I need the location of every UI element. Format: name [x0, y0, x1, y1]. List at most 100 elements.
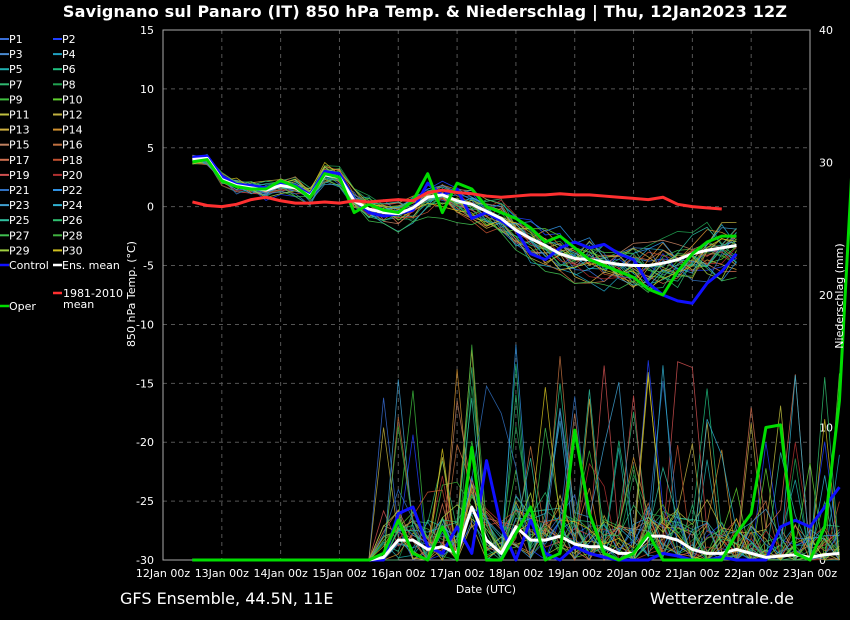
legend-label: P23: [9, 199, 30, 212]
legend-label: P8: [62, 78, 76, 91]
legend-item: P5: [0, 63, 23, 76]
legend-item: P7: [0, 78, 23, 91]
legend-item: P22: [53, 184, 83, 197]
legend-item: P23: [0, 199, 30, 212]
legend-label: P6: [62, 63, 76, 76]
legend-item: P3: [0, 48, 23, 61]
x-tick-label: 12Jan 00z: [136, 567, 190, 580]
legend-item: Control: [0, 259, 49, 272]
x-tick-label: 13Jan 00z: [195, 567, 249, 580]
y-tick-label: 5: [147, 142, 154, 155]
legend-label: P18: [62, 154, 83, 167]
y2-tick-label: 0: [819, 554, 826, 567]
footer-site-name: Wetterzentrale.de: [649, 589, 794, 608]
member-temp-line: [192, 157, 737, 280]
legend-label: P5: [9, 63, 23, 76]
x-tick-label: 16Jan 00z: [371, 567, 425, 580]
legend-label: P11: [9, 109, 30, 122]
y-tick-label: 15: [140, 24, 154, 37]
legend-label: P4: [62, 48, 76, 61]
x-tick-label: 23Jan 00z: [783, 567, 837, 580]
legend-item: P19: [0, 169, 30, 182]
plot-frame: [162, 29, 811, 561]
legend-item: P28: [53, 229, 83, 242]
y-tick-label: -10: [136, 318, 154, 331]
legend-item: Oper: [0, 300, 36, 313]
member-temp-line: [192, 153, 737, 282]
legend-item: P14: [53, 124, 83, 137]
legend-label: P15: [9, 139, 30, 152]
legend-label: P16: [62, 139, 83, 152]
legend-label: P26: [62, 214, 83, 227]
page-title: Savignano sul Panaro (IT) 850 hPa Temp. …: [62, 2, 788, 21]
y2-axis-label: Niederschlag (mm): [833, 243, 846, 348]
x-tick-label: 17Jan 00z: [430, 567, 484, 580]
member-temp-line: [192, 157, 737, 293]
legend-label: P25: [9, 214, 30, 227]
temp-line-ens-mean: [192, 156, 737, 268]
y-axis-label: 850 hPa Temp. (°C): [125, 241, 138, 347]
legend-label: P7: [9, 78, 23, 91]
legend-item: Ens. mean: [53, 259, 120, 272]
member-temp-line: [192, 155, 737, 282]
legend-label-cont: mean: [63, 298, 94, 311]
x-tick-label: 14Jan 00z: [254, 567, 308, 580]
member-temp-line: [192, 162, 737, 278]
legend-item: P21: [0, 184, 30, 197]
x-tick-label: 20Jan 00z: [606, 567, 660, 580]
legend-item: P29: [0, 244, 30, 257]
legend-item: P10: [53, 93, 83, 106]
legend-label: P10: [62, 93, 83, 106]
gridlines: [162, 29, 811, 561]
series-lines: [192, 153, 850, 562]
legend-label: Ens. mean: [62, 259, 120, 272]
legend-label: P20: [62, 169, 83, 182]
legend-item: P26: [53, 214, 83, 227]
legend-item: P30: [53, 244, 83, 257]
legend-item: P15: [0, 139, 30, 152]
legend-label: P22: [62, 184, 83, 197]
legend-item: P6: [53, 63, 76, 76]
x-tick-label: 22Jan 00z: [724, 567, 778, 580]
legend-label: Control: [9, 259, 49, 272]
x-tick-label: 21Jan 00z: [665, 567, 719, 580]
x-axis-label: Date (UTC): [456, 583, 516, 596]
legend-item: P18: [53, 154, 83, 167]
legend-label: 1981-2010: [63, 287, 123, 300]
legend-label: P13: [9, 124, 30, 137]
legend-label: P12: [62, 109, 83, 122]
legend-label: P2: [62, 33, 76, 46]
y2-tick-label: 40: [819, 24, 833, 37]
x-tick-label: 19Jan 00z: [548, 567, 602, 580]
legend-item: P13: [0, 124, 30, 137]
y-tick-label: -20: [136, 436, 154, 449]
legend-item: P25: [0, 214, 30, 227]
y-tick-label: -5: [143, 260, 154, 273]
legend-label: P21: [9, 184, 30, 197]
legend-label: P17: [9, 154, 30, 167]
legend-item: P20: [53, 169, 83, 182]
axes: 12Jan 00z 13Jan 00z 14Jan 00z 15Jan 00z 16Ja…: [136, 24, 837, 580]
legend-label: P19: [9, 169, 30, 182]
legend-label: P9: [9, 93, 23, 106]
y-tick-label: -25: [136, 495, 154, 508]
y2-tick-label: 30: [819, 157, 833, 170]
legend-label: P29: [9, 244, 30, 257]
legend-label: P14: [62, 124, 83, 137]
legend-item: P12: [53, 109, 83, 122]
legend-item: P24: [53, 199, 83, 212]
legend-item: P9: [0, 93, 23, 106]
temp-line-1981-2010-mean: [192, 188, 722, 211]
legend-label: P27: [9, 229, 30, 242]
footer-model-info: GFS Ensemble, 44.5N, 11E: [120, 589, 334, 608]
legend-item: P1: [0, 33, 23, 46]
temp-line-control: [192, 154, 738, 305]
legend-item: P8: [53, 78, 76, 91]
legend-item: P2: [53, 33, 76, 46]
legend-item: P17: [0, 154, 30, 167]
x-tick-label: 15Jan 00z: [312, 567, 366, 580]
legend-item: P4: [53, 48, 76, 61]
legend-item: P11: [0, 109, 30, 122]
